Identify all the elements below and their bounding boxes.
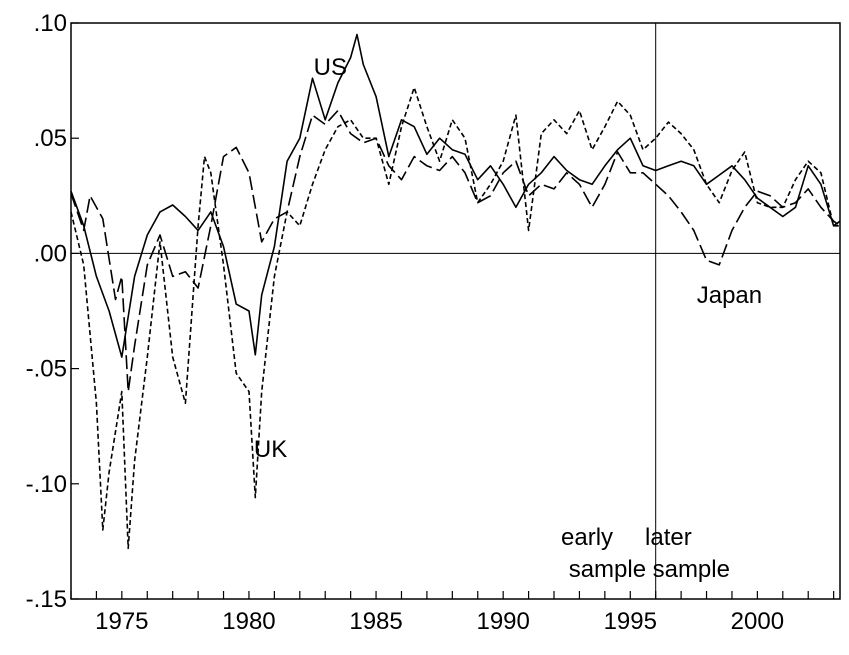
y-tick-label: -.15 [26, 586, 67, 613]
annotation-label: US [314, 54, 347, 81]
annotation-label: later [645, 524, 692, 551]
x-tick-label: 2000 [731, 608, 784, 635]
y-tick-label: .00 [34, 240, 67, 267]
y-tick-label: .05 [34, 125, 67, 152]
annotation-label: Japan [697, 282, 762, 309]
x-tick-label: 1990 [476, 608, 529, 635]
series-line-us [70, 33, 841, 358]
series-line-japan [70, 109, 841, 393]
x-tick-label: 1980 [222, 608, 275, 635]
y-tick-label: -.05 [26, 356, 67, 383]
reference-lines [71, 23, 840, 599]
x-axis: 1975 1980 1985 1990 1995 2000 [70, 591, 835, 635]
annotation-label: UK [254, 436, 287, 463]
series-layer [70, 33, 841, 550]
y-axis: .10 .05 .00 -.05 -.10 -.15 [26, 10, 79, 613]
x-tick-label: 1995 [604, 608, 657, 635]
y-tick-label: .10 [34, 10, 67, 37]
annotations: US UK Japan early sample later sample [254, 54, 762, 583]
annotation-label: sample [569, 556, 646, 583]
x-tick-label: 1985 [349, 608, 402, 635]
plot-frame [70, 22, 841, 600]
x-tick-label: 1975 [95, 608, 148, 635]
series-line-uk [70, 86, 840, 550]
y-tick-label: -.10 [26, 471, 67, 498]
annotation-label: sample [653, 556, 730, 583]
annotation-label: early [561, 524, 613, 551]
